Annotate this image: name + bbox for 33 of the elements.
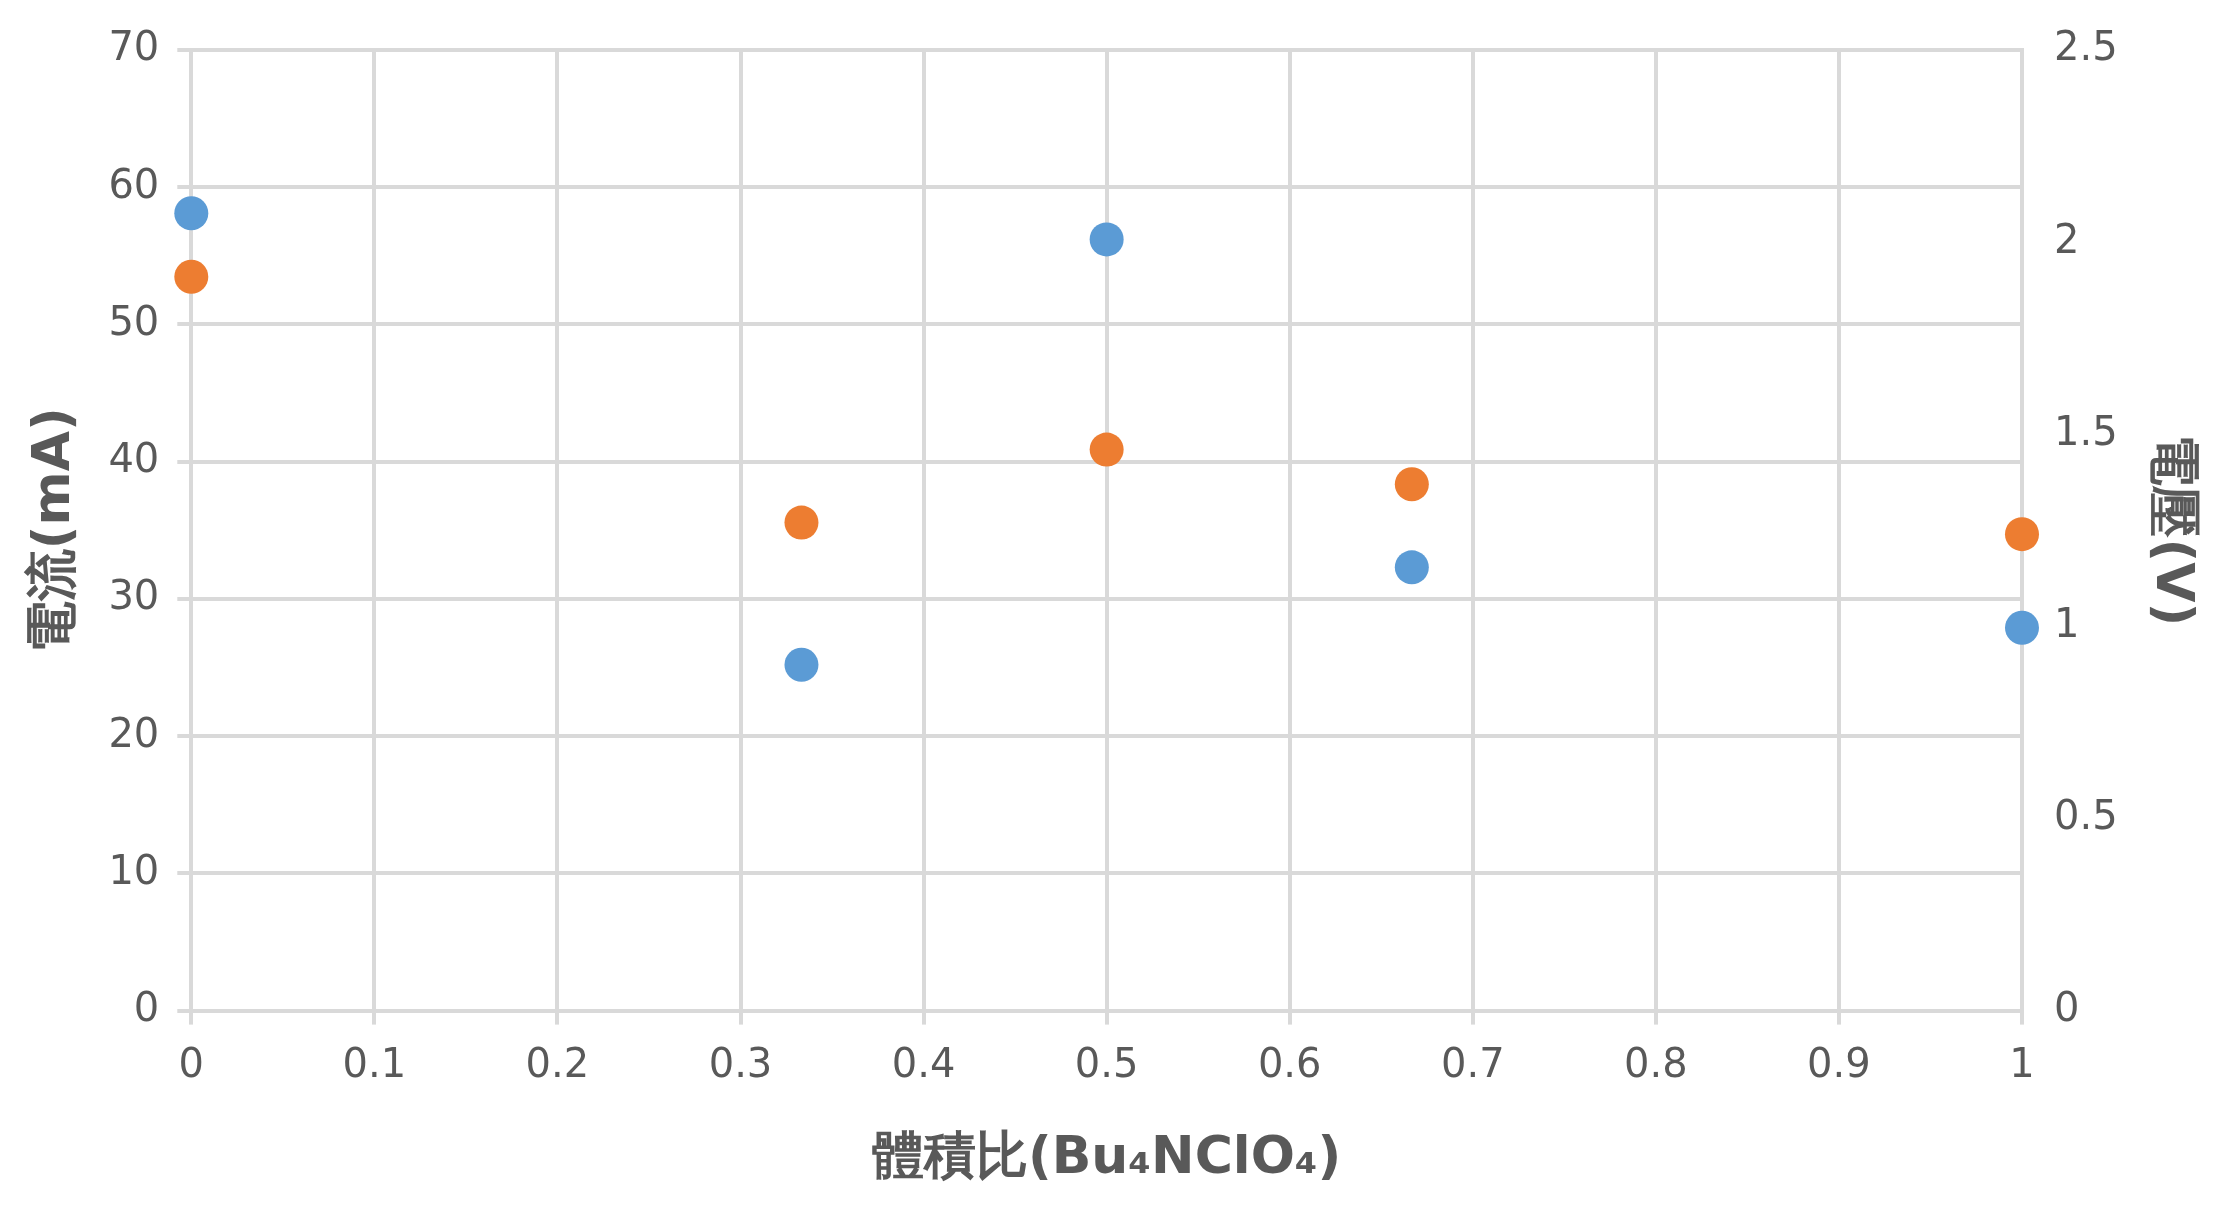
x-tick-label: 0: [178, 1039, 205, 1086]
x-tick-label: 1: [2009, 1039, 2035, 1086]
x-tick-label: 0.6: [1257, 1039, 1322, 1086]
y2-tick-label: 2: [2053, 215, 2080, 262]
y2-tick-label: 0.5: [2053, 791, 2118, 838]
y-tick-label: 20: [108, 709, 160, 756]
y-tick-label: 30: [108, 572, 160, 619]
y-tick-label: 40: [108, 435, 160, 482]
y2-tick-label: 2.5: [2053, 23, 2118, 70]
x-tick-label: 0.3: [708, 1039, 773, 1086]
point: [1089, 222, 1124, 257]
y-tick-label: 70: [108, 23, 160, 70]
x-tick-label: 0.7: [1440, 1039, 1505, 1086]
y2-axis-title: 電壓(V): [2145, 434, 2206, 627]
point: [1394, 550, 1429, 585]
y-tick-label: 0: [133, 983, 160, 1030]
y-tick-label: 60: [108, 160, 160, 207]
y2-tick-label: 1.5: [2053, 407, 2118, 454]
x-tick-label: 0.4: [891, 1039, 956, 1086]
y2-tick-label: 1: [2053, 599, 2080, 646]
x-axis-title: 體積比(Bu₄NClO₄): [871, 1125, 1342, 1186]
point: [784, 647, 819, 682]
x-tick-label: 0.5: [1074, 1039, 1139, 1086]
y-axis-title: 電流(mA): [20, 407, 81, 654]
x-tick-label: 0.8: [1624, 1039, 1688, 1086]
point: [174, 196, 209, 231]
x-tick-label: 0.1: [342, 1039, 407, 1086]
x-tick-label: 0.9: [1807, 1039, 1871, 1086]
y-tick-label: 10: [108, 846, 160, 893]
x-tick-label: 0.2: [525, 1039, 590, 1086]
y2-tick-label: 0: [2053, 983, 2080, 1030]
point: [2004, 610, 2039, 645]
y-tick-label: 50: [108, 297, 160, 344]
